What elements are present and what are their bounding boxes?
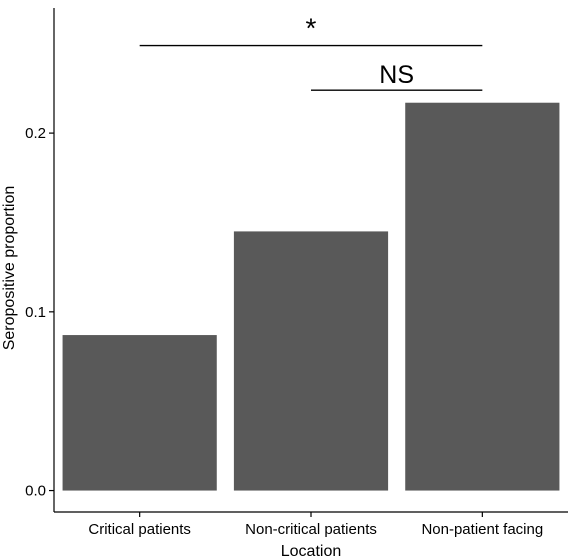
bar-1 xyxy=(233,231,389,491)
significance-label: * xyxy=(306,13,317,44)
y-tick-label: 0.1 xyxy=(25,304,46,321)
bar-2 xyxy=(405,102,560,491)
y-tick-label: 0.2 xyxy=(25,125,46,142)
x-tick-label: Non-critical patients xyxy=(245,521,377,538)
bar-0 xyxy=(62,335,217,491)
significance-label: NS xyxy=(379,61,414,89)
bars-group xyxy=(62,102,560,491)
y-ticks-group: 0.0 0.1 0.2 xyxy=(25,125,54,500)
y-axis-title: Seropositive proportion xyxy=(1,186,18,351)
x-axis-title: Location xyxy=(281,543,342,559)
x-ticks-group: Critical patients Non-critical patients No… xyxy=(88,512,543,538)
x-tick-label: Non-patient facing xyxy=(421,521,543,538)
x-tick-label: Critical patients xyxy=(88,521,191,538)
y-tick-label: 0.0 xyxy=(25,483,46,500)
significance-annotations: * NS xyxy=(139,13,483,91)
